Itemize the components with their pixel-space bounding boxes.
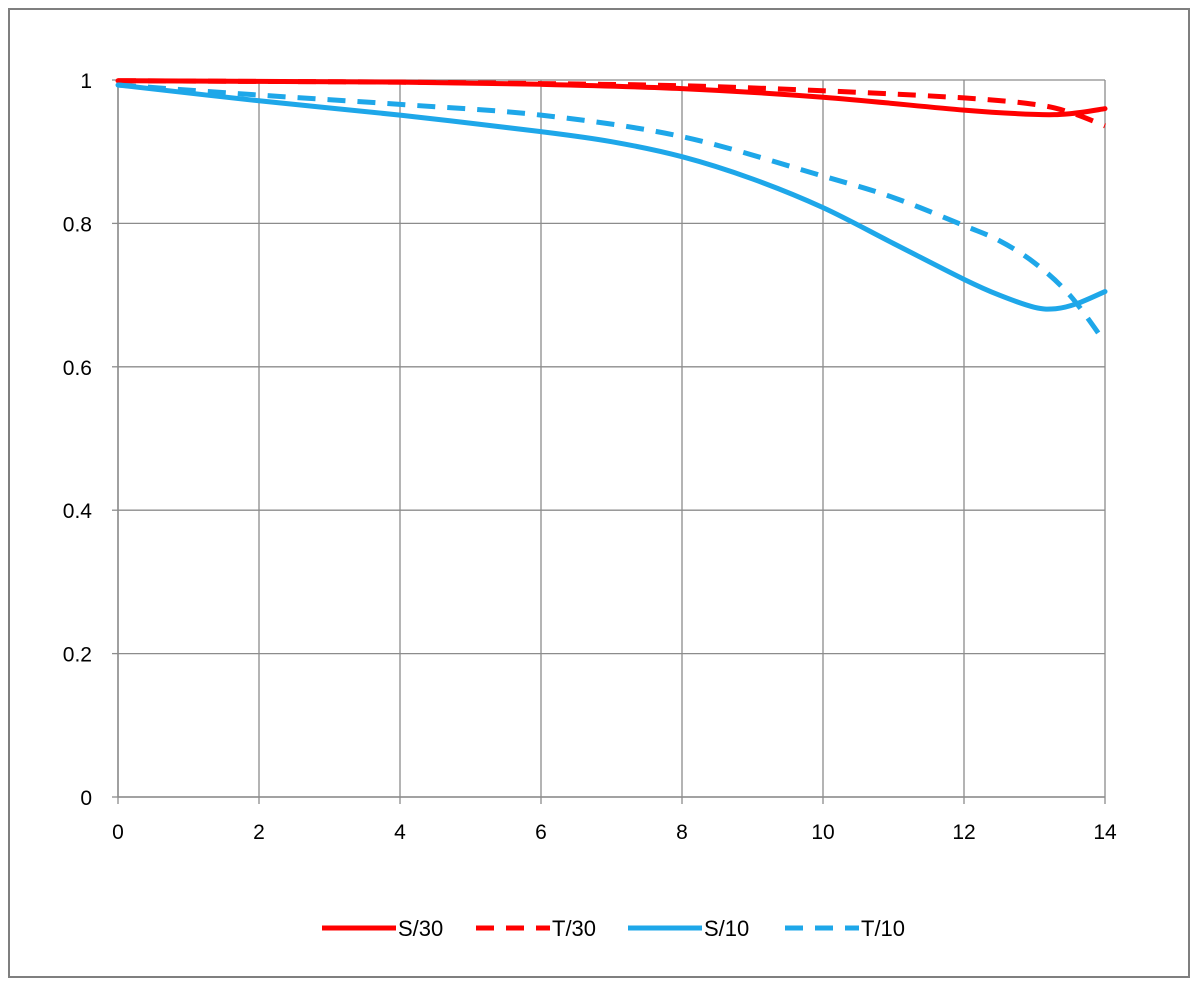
series-line-s-10	[115, 82, 1108, 312]
chart-frame	[8, 8, 1190, 978]
x-tick-label: 2	[253, 821, 265, 844]
y-tick-label: 0.4	[63, 500, 93, 523]
legend-label: T/30	[552, 916, 596, 941]
legend-label: S/30	[398, 916, 443, 941]
legend: S/30 T/30 S/10 T/10	[322, 916, 905, 941]
y-tick-label: 0.8	[63, 213, 92, 236]
grid	[117, 79, 1106, 798]
x-tick-label: 10	[811, 821, 834, 844]
series-lines	[115, 78, 1108, 344]
y-tick-label: 0	[80, 787, 92, 810]
y-tick-label: 0.2	[63, 644, 92, 667]
axes	[112, 79, 1106, 804]
x-tick-label: 6	[535, 821, 547, 844]
legend-label: S/10	[704, 916, 749, 941]
x-tick-label: 0	[112, 821, 124, 844]
x-tick-label: 4	[394, 821, 406, 844]
x-tick-labels: 0 2 4 6 8 10 12 14	[112, 821, 1117, 844]
y-tick-labels: 0 0.2 0.4 0.6 0.8 1	[63, 70, 93, 810]
series-line-t-30	[117, 78, 1106, 129]
series-line-t-10	[117, 82, 1108, 344]
x-tick-label: 14	[1093, 821, 1117, 844]
y-tick-label: 1	[80, 70, 92, 93]
y-tick-label: 0.6	[63, 357, 92, 380]
x-tick-label: 8	[676, 821, 688, 844]
legend-label: T/10	[861, 916, 905, 941]
x-tick-label: 12	[952, 821, 975, 844]
